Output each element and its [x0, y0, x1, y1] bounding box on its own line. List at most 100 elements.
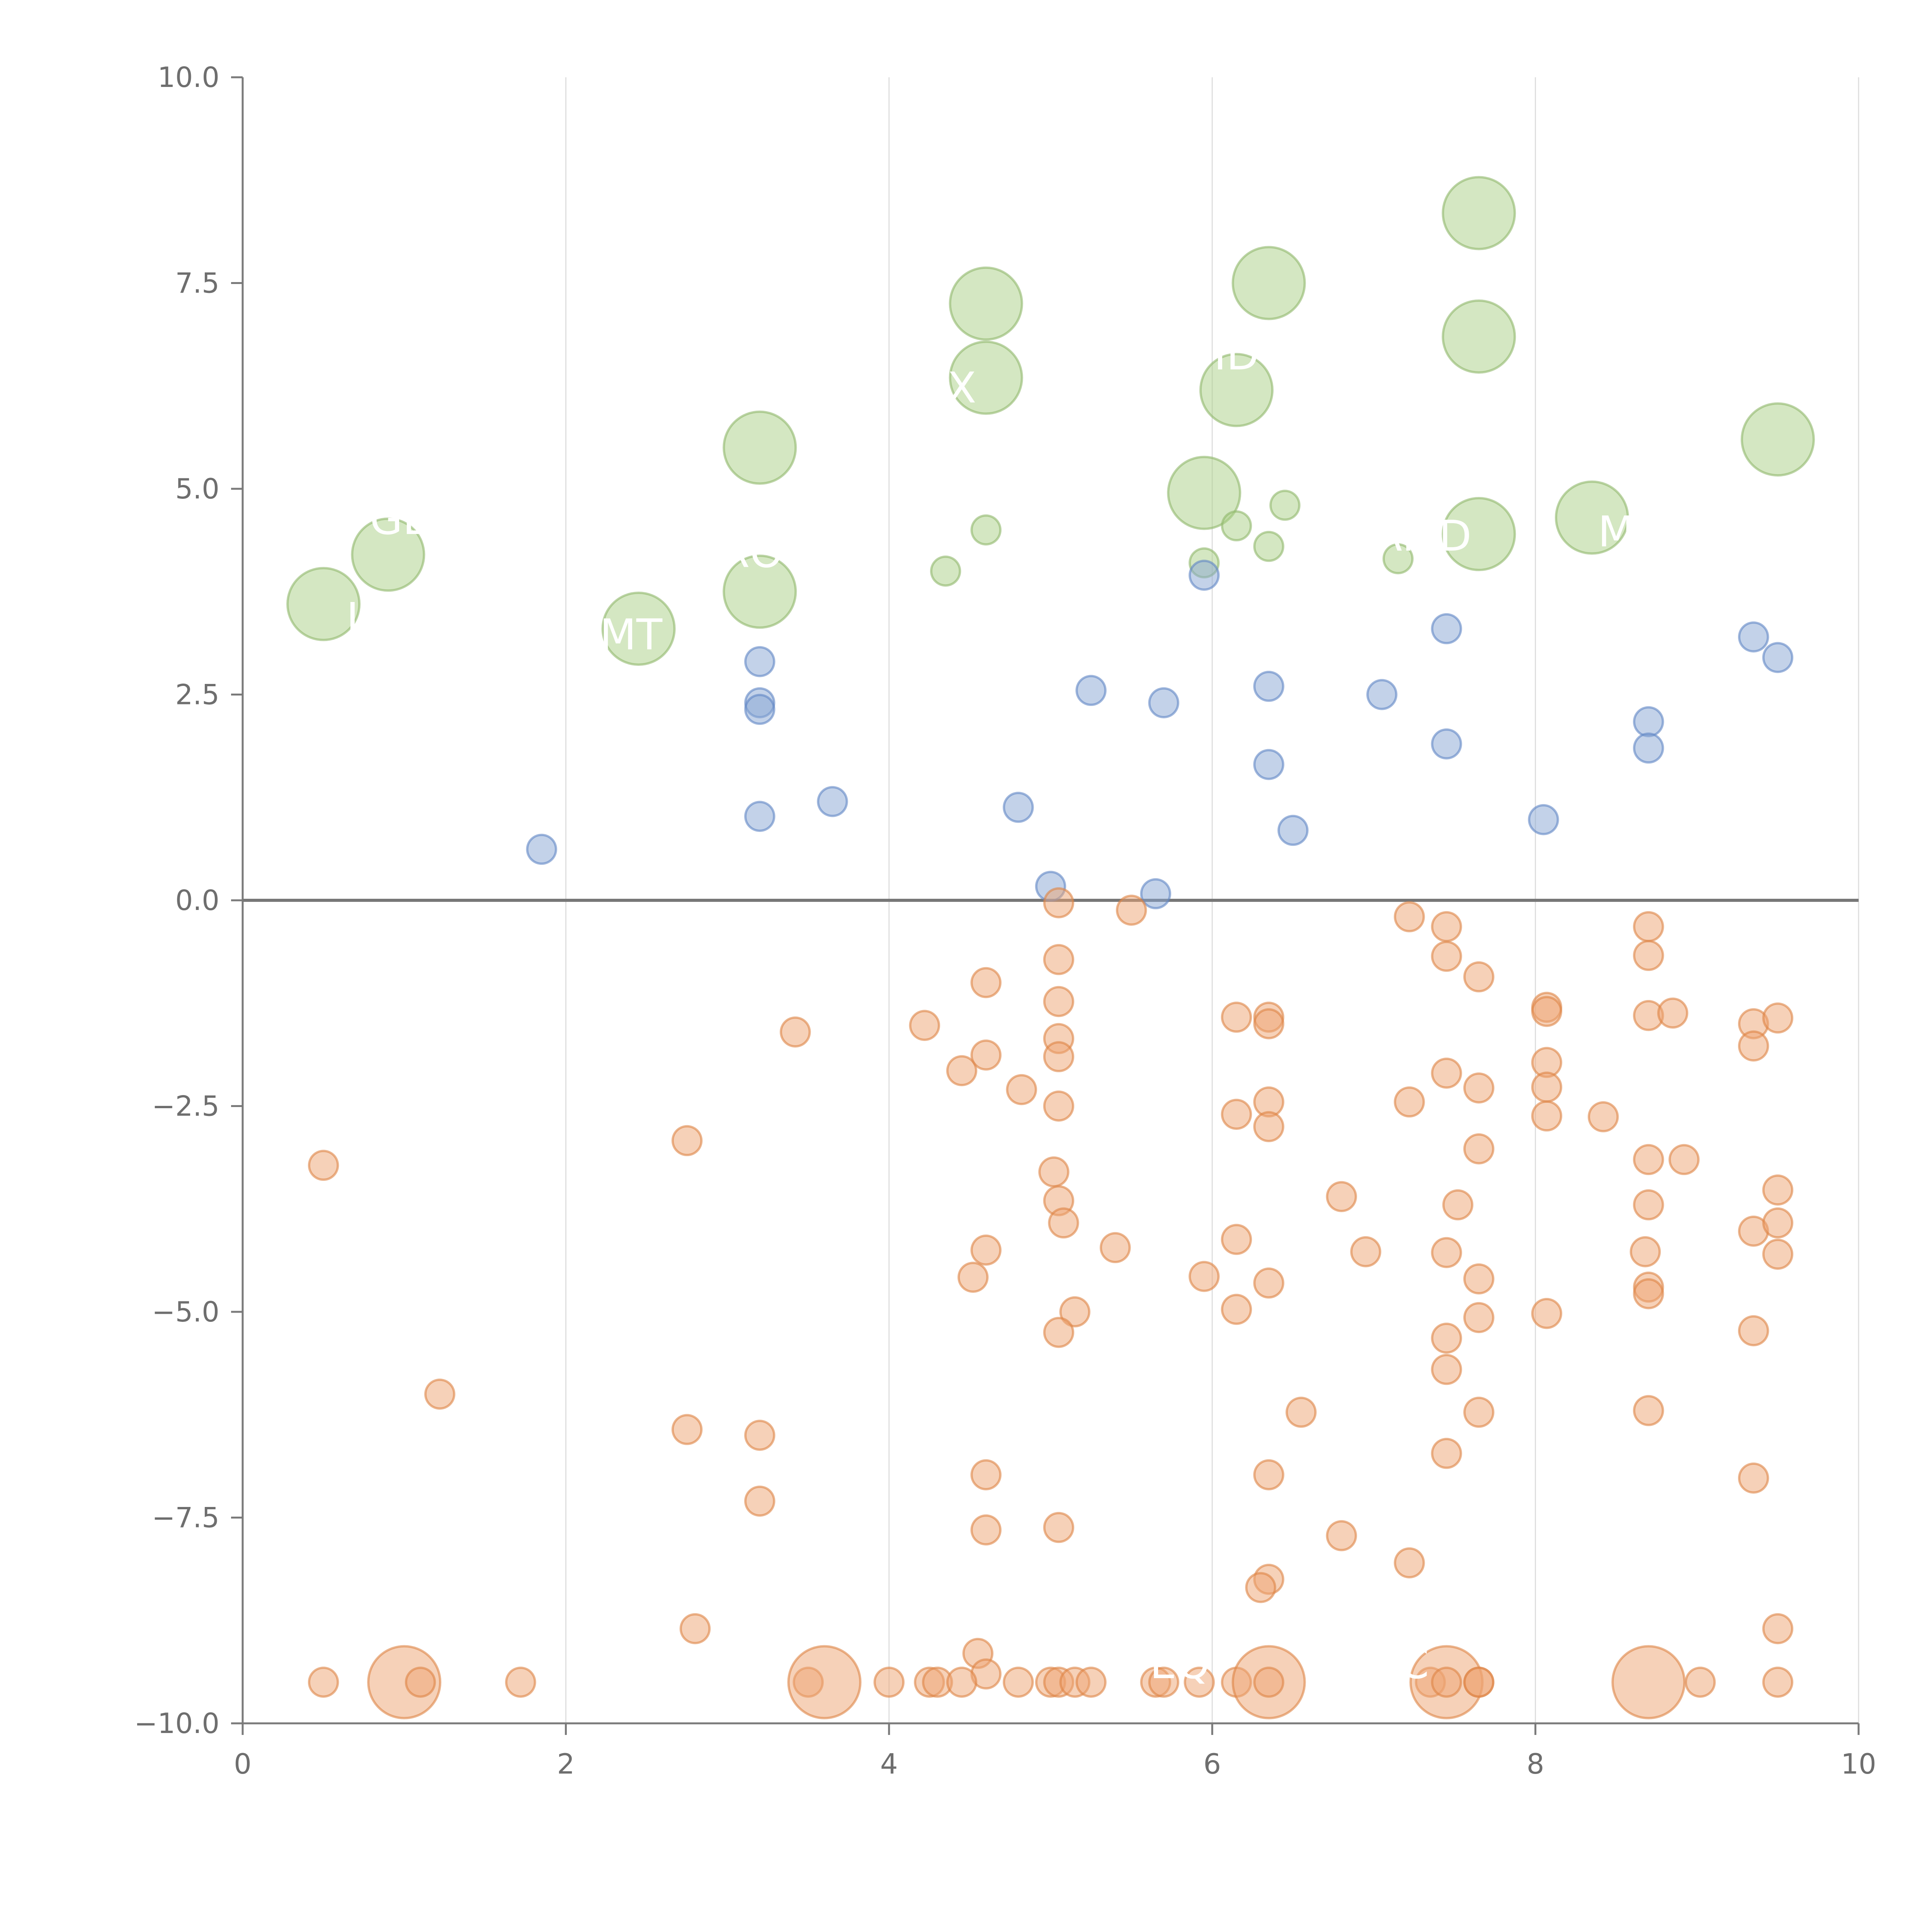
orange-point — [1148, 1667, 1179, 1698]
orange-point — [1738, 1030, 1769, 1062]
green-point — [286, 567, 361, 641]
orange-point — [1043, 944, 1075, 975]
orange-point — [1394, 1086, 1425, 1118]
y-tick-label: 5.0 — [175, 473, 219, 505]
blue-point — [1148, 687, 1179, 719]
orange-point — [1762, 1238, 1794, 1270]
green-point — [1167, 456, 1242, 530]
orange-point — [1668, 1144, 1700, 1175]
orange-point — [1221, 1002, 1252, 1033]
orange-point — [970, 1039, 1002, 1071]
orange-point — [1184, 1667, 1215, 1698]
orange-point — [1633, 1144, 1664, 1175]
x-tick-label: 6 — [1203, 1748, 1221, 1780]
orange-point — [1431, 911, 1462, 942]
y-tick-label: −10.0 — [134, 1707, 219, 1740]
blue-point — [1253, 671, 1284, 702]
point-annotation-label: AMD — [1373, 511, 1471, 561]
orange-point — [1633, 1395, 1664, 1426]
orange-point — [1463, 1396, 1495, 1428]
orange-point — [1531, 996, 1563, 1027]
green-point — [1269, 490, 1301, 521]
orange-point — [1431, 1058, 1462, 1089]
orange-point — [1463, 1667, 1495, 1698]
orange-point — [873, 1667, 905, 1698]
blue-point — [1431, 728, 1462, 760]
x-tick-label: 0 — [234, 1748, 252, 1780]
blue-point — [1253, 749, 1284, 780]
orange-point — [780, 1016, 811, 1048]
orange-point — [970, 1235, 1002, 1266]
green-point — [1382, 543, 1414, 575]
y-tick-label: 2.5 — [175, 679, 219, 711]
orange-point — [787, 1645, 862, 1719]
point-annotation-label: ID — [1214, 330, 1259, 379]
y-tick-label: 10.0 — [158, 61, 219, 94]
orange-point — [1463, 1263, 1495, 1295]
orange-point — [1738, 1315, 1769, 1347]
orange-point — [671, 1125, 703, 1156]
orange-point — [957, 1262, 989, 1293]
x-tick-label: 4 — [880, 1748, 898, 1780]
orange-point — [1611, 1645, 1686, 1719]
blue-point — [1003, 792, 1034, 823]
orange-point — [744, 1420, 776, 1451]
orange-point — [1075, 1667, 1107, 1698]
blue-point — [1528, 804, 1559, 835]
blue-point — [1189, 560, 1220, 591]
blue-point — [744, 801, 776, 832]
orange-point — [1006, 1074, 1037, 1105]
point-annotation-label: EMT — [573, 610, 662, 659]
orange-point — [308, 1150, 339, 1181]
green-point — [601, 592, 676, 666]
orange-point — [1043, 887, 1075, 918]
orange-point — [1326, 1181, 1357, 1213]
green-point — [949, 340, 1023, 415]
orange-point — [1684, 1667, 1716, 1698]
orange-point — [1431, 1438, 1462, 1469]
orange-point — [1350, 1236, 1381, 1267]
y-tick-label: −5.0 — [152, 1296, 219, 1328]
blue-point — [744, 694, 776, 725]
blue-point — [1140, 878, 1172, 910]
orange-point — [1100, 1232, 1131, 1264]
orange-point — [1038, 1156, 1070, 1188]
orange-point — [1394, 1547, 1425, 1578]
orange-point — [1245, 1572, 1276, 1603]
orange-point — [744, 1485, 776, 1517]
orange-point — [1762, 1174, 1794, 1206]
blue-point — [1277, 815, 1309, 846]
orange-point — [946, 1667, 978, 1698]
point-annotation-label: EQ — [1150, 1639, 1210, 1688]
green-point — [930, 555, 961, 587]
green-point — [1231, 246, 1306, 320]
y-tick-label: 0.0 — [175, 884, 219, 917]
orange-point — [308, 1667, 339, 1698]
green-point — [1442, 497, 1516, 571]
orange-point — [1059, 1296, 1090, 1328]
green-point — [970, 514, 1002, 546]
orange-point — [1762, 1613, 1794, 1645]
point-annotation-label: RO — [720, 527, 783, 577]
orange-point — [1629, 1236, 1661, 1267]
orange-point — [1048, 1207, 1079, 1239]
orange-point — [1043, 1317, 1075, 1348]
green-point — [1199, 353, 1274, 427]
orange-point — [1253, 1667, 1284, 1698]
orange-point — [1431, 940, 1462, 972]
orange-point — [1003, 1667, 1034, 1698]
orange-point — [946, 1055, 978, 1087]
orange-point — [671, 1414, 703, 1445]
x-tick-label: 2 — [557, 1748, 575, 1780]
point-layer — [286, 176, 1815, 1719]
blue-point — [817, 786, 848, 817]
orange-point — [1043, 986, 1075, 1017]
orange-point — [1762, 1002, 1794, 1034]
blue-point — [1075, 675, 1107, 706]
y-tick-label: 7.5 — [175, 267, 219, 299]
orange-point — [1588, 1101, 1619, 1133]
orange-point — [1043, 1041, 1075, 1072]
green-point — [1442, 176, 1516, 250]
orange-point — [367, 1645, 442, 1719]
